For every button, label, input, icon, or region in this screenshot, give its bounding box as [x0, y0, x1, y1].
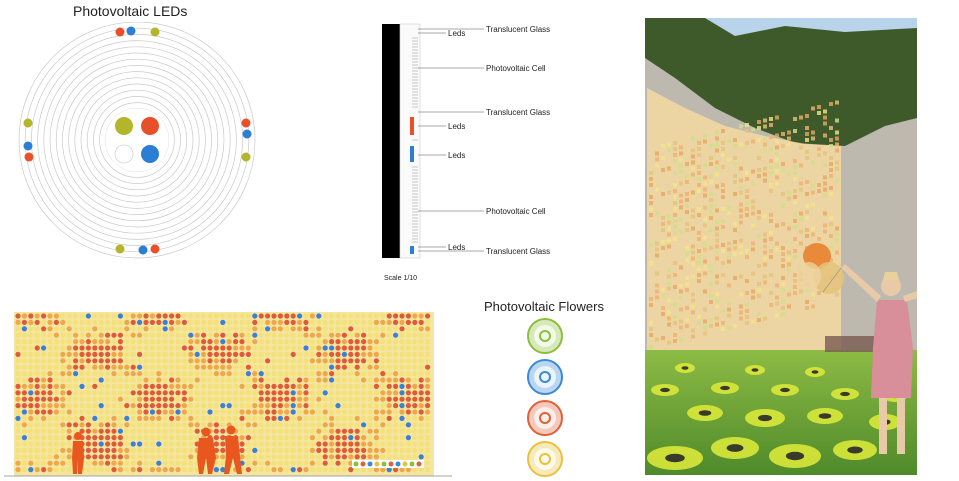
photovoltaic-hatch: [412, 37, 418, 243]
human-figures: [72, 425, 242, 474]
edge-led: [150, 27, 160, 37]
center-led-blue: [141, 145, 159, 163]
label-translucent-glass-top: Translucent Glass: [486, 25, 550, 34]
figure-middle: [197, 427, 216, 474]
section-black-layer: [382, 24, 400, 258]
ring: [74, 77, 200, 203]
leader-lines: [418, 28, 484, 252]
edge-led: [241, 118, 251, 128]
section-glass-layer: [399, 23, 421, 259]
ring: [24, 27, 250, 253]
ring: [68, 71, 206, 209]
label-photovoltaic-cell-top: Photovoltaic Cell: [486, 64, 546, 73]
flowers-column: [527, 318, 563, 477]
figure-left: [72, 432, 84, 474]
ring: [18, 22, 256, 259]
ring: [31, 34, 243, 246]
label-leds-top: Leds: [448, 29, 465, 38]
ring: [86, 89, 188, 191]
edge-led: [241, 152, 251, 162]
section-led-bottom: [410, 246, 414, 254]
scale-label: Scale 1/10: [384, 275, 417, 282]
edge-led: [138, 245, 148, 255]
ring: [37, 40, 237, 240]
center-leds: [114, 117, 159, 164]
crowd: [825, 336, 885, 352]
forest: [645, 18, 917, 158]
section-led-blue: [410, 146, 414, 162]
edge-led: [23, 141, 33, 151]
center-led-olive: [115, 117, 133, 135]
figure-right: [224, 425, 242, 474]
leds-title: Photovoltaic LEDs: [73, 3, 188, 19]
edge-led: [24, 152, 34, 162]
ring: [43, 46, 231, 234]
concentric-rings: [18, 22, 256, 259]
ring: [62, 65, 212, 215]
label-photovoltaic-cell-bottom: Photovoltaic Cell: [486, 207, 546, 216]
label-leds-blue: Leds: [448, 151, 465, 160]
edge-led: [115, 27, 125, 37]
edge-led: [23, 118, 33, 128]
field-flowers: [647, 363, 907, 470]
section-diagram: Translucent Glass Leds Photovoltaic Cell…: [382, 23, 550, 282]
flower-disc: [527, 400, 563, 436]
flower-disc: [527, 318, 563, 354]
leds-diagram: [18, 22, 256, 259]
flowers-title: Photovoltaic Flowers: [484, 299, 604, 314]
center-led-red: [141, 117, 159, 135]
edge-led: [126, 26, 136, 36]
label-translucent-glass-bottom: Translucent Glass: [486, 247, 550, 256]
flower-strip: [352, 460, 424, 468]
edge-led: [115, 244, 125, 254]
ring: [99, 102, 175, 178]
ring: [93, 96, 181, 184]
flower-disc: [527, 441, 563, 477]
balloons: [797, 243, 844, 294]
pattern-elevation: [4, 312, 452, 477]
ring: [55, 58, 219, 222]
label-translucent-glass-mid: Translucent Glass: [486, 108, 550, 117]
ring: [49, 52, 225, 228]
photo-collage: [645, 18, 917, 475]
ring: [80, 83, 194, 197]
edge-led: [242, 129, 252, 139]
child-figure: [841, 264, 917, 454]
led-dot-grid: [15, 313, 431, 473]
flower-disc: [527, 359, 563, 395]
center-led-white: [114, 144, 134, 164]
section-led-red: [410, 117, 414, 135]
led-wall: [647, 88, 841, 358]
label-leds-bottom: Leds: [448, 243, 465, 252]
edge-led: [150, 244, 160, 254]
edge-leds: [23, 26, 252, 255]
ring-core: [104, 107, 170, 173]
label-leds-red: Leds: [448, 122, 465, 131]
